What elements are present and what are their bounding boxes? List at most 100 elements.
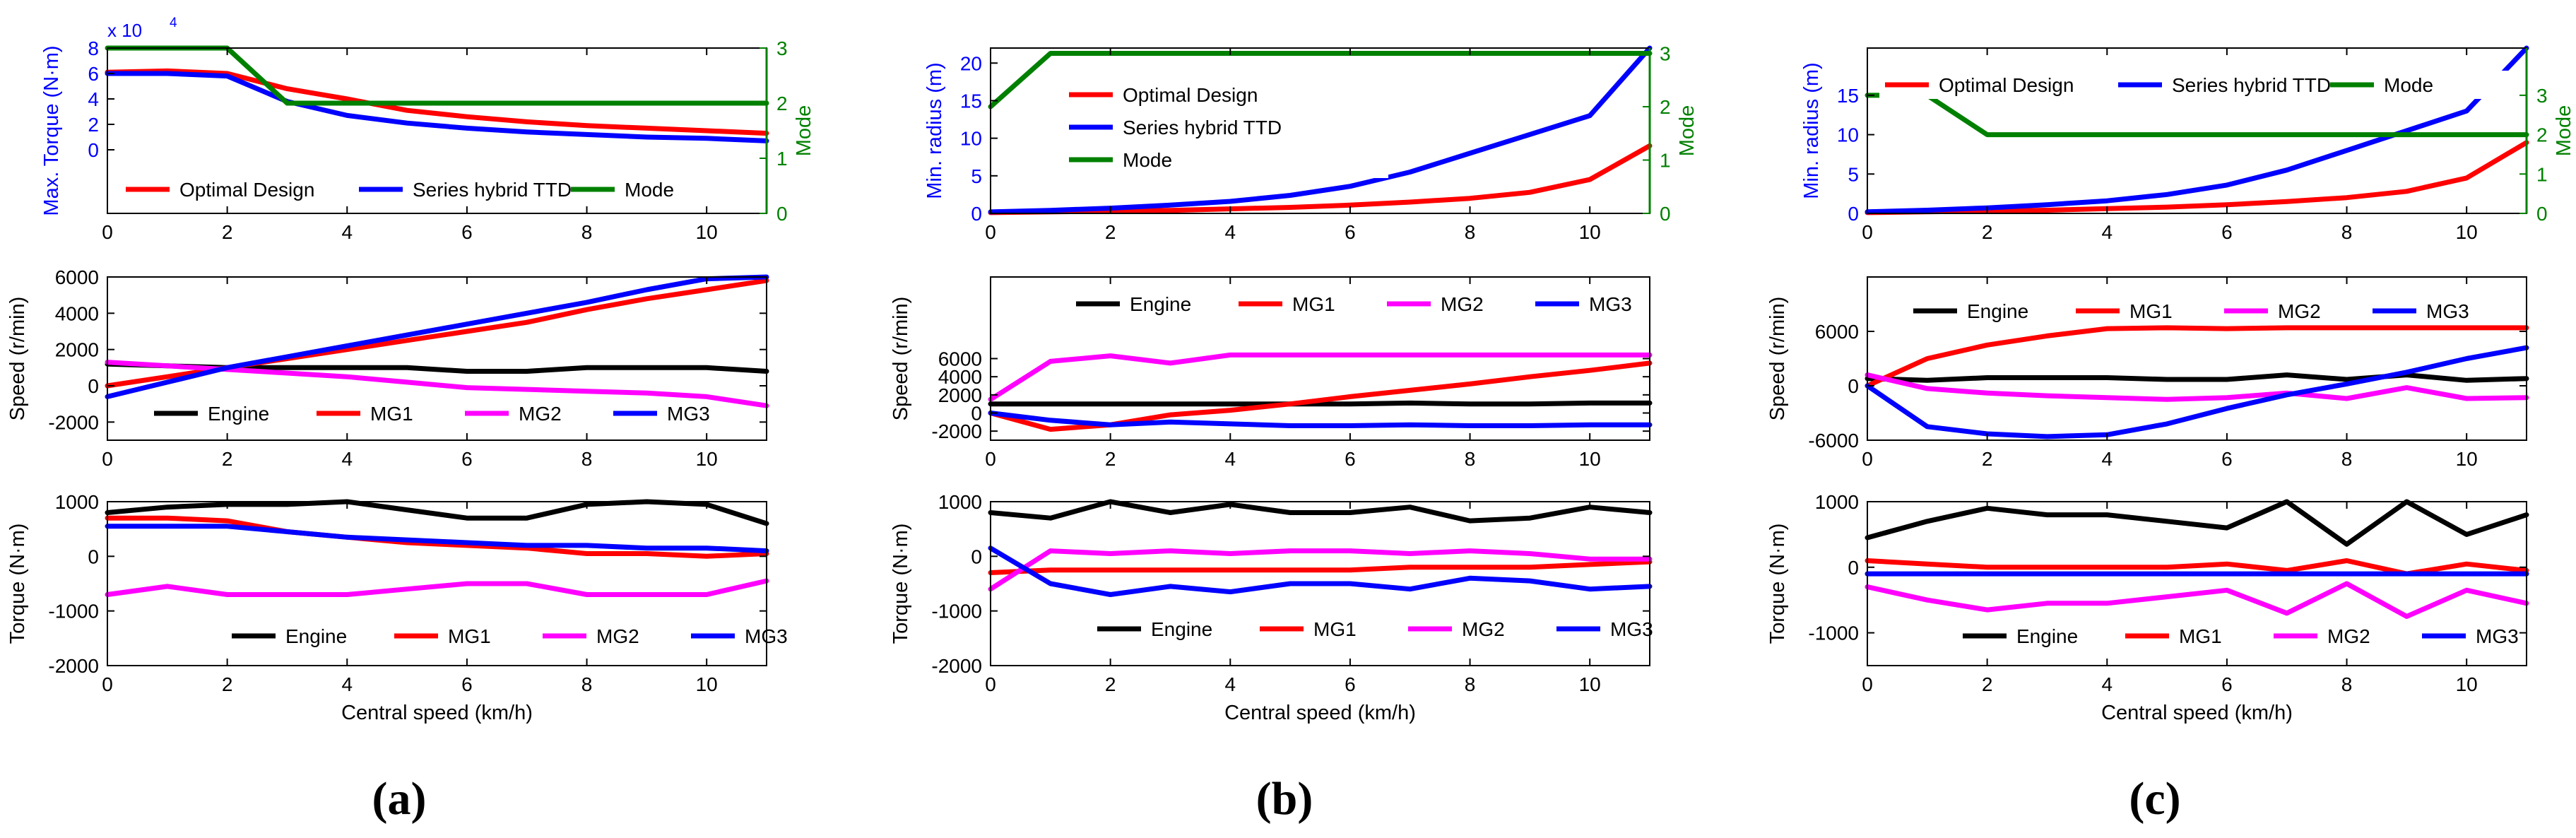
chart-a-bot-legend-entry: Engine <box>285 625 347 647</box>
chart-a-bot-series-mg2-line <box>105 578 769 597</box>
chart-b-bot-legend-entry: Engine <box>1151 618 1212 640</box>
chart-b-bot-x-tick-label: 8 <box>1465 673 1476 695</box>
chart-c-top-legend-box <box>1879 71 2515 99</box>
chart-b-bot-y-axis-label: Torque (N·m) <box>890 524 912 644</box>
chart-b-mid-legend-entry: MG1 <box>1292 293 1335 315</box>
chart-c-mid-x-tick-label: 2 <box>1982 448 1993 470</box>
chart-b-bot-axes-box <box>990 501 1650 666</box>
chart-a-top: 0 2 4 6 8 10 0 2 4 6 8 Max. Torque (N·m) x 10 4 0 1 2 3 Mo… <box>40 16 815 243</box>
chart-b-bot-x-tick-label: 2 <box>1105 673 1116 695</box>
chart-c-mid-x-tick-label: 0 <box>1862 448 1873 470</box>
chart-a-bot-legend-box <box>226 622 763 650</box>
chart-c-bot-legend-entry: MG2 <box>2327 625 2370 647</box>
chart-a-top-y-axis-label: Max. Torque (N·m) <box>40 45 63 216</box>
chart-c-bot-y-tick-label: 0 <box>1848 557 1859 579</box>
chart-a-bot-legend-entry: MG2 <box>596 625 639 647</box>
chart-c-bot-series-mg2-line <box>1865 581 2529 619</box>
chart-b-mid-x-tick-label: 10 <box>1579 448 1601 470</box>
chart-c-bot-x-tick-label: 10 <box>2456 673 2478 695</box>
chart-c-bot-legend: Engine MG1 MG2 MG3 <box>1957 622 2519 650</box>
chart-b-top-x-tick-label: 8 <box>1465 221 1476 243</box>
chart-a-top-legend-box <box>120 175 756 203</box>
chart-c-mid-series-mg2-line <box>1865 372 2529 402</box>
chart-a-top-y2-tick-label: 2 <box>776 93 788 114</box>
chart-c-mid-x-tick-label: 6 <box>2221 448 2233 470</box>
chart-a-mid-x-tick-label: 10 <box>696 448 718 470</box>
chart-c-mid-legend-entry: MG1 <box>2129 300 2173 322</box>
chart-b-top-legend-box <box>1063 79 1388 178</box>
chart-b-top-legend-entry: Optimal Design <box>1123 84 1258 106</box>
chart-a-bot-x-axis-label: Central speed (km/h) <box>341 702 533 724</box>
chart-c-top-x-tick-label: 6 <box>2221 221 2233 243</box>
chart-a-mid-legend: Engine MG1 MG2 MG3 <box>148 399 710 427</box>
chart-a-bot: 0 2 4 6 8 10 -2000 -1000 0 1000 Torque (N·m) Centra… <box>6 491 788 724</box>
chart-c-bot-axes-box <box>1867 501 2527 666</box>
chart-b-top-x-tick-label: 4 <box>1224 221 1236 243</box>
chart-c-top-y2-tick-label: 2 <box>2536 124 2548 146</box>
chart-a-top-x-tick-label: 10 <box>696 221 718 243</box>
chart-b-bot-x-tick-label: 0 <box>985 673 996 695</box>
chart-c-bot-legend-entry: MG1 <box>2179 625 2222 647</box>
chart-a-mid-y-tick-label: 6000 <box>55 266 99 288</box>
chart-c-top-x-tick-label: 0 <box>1862 221 1873 243</box>
chart-b-mid-legend-entry: Engine <box>1130 293 1191 315</box>
chart-b-bot-legend-box <box>1092 615 1629 643</box>
chart-b-top-legend-entry: Mode <box>1123 149 1172 171</box>
chart-b-top-y-tick-label: 20 <box>960 52 982 74</box>
chart-a-top-x-tick-label: 2 <box>222 221 233 243</box>
chart-a-bot-series-mg3-line <box>105 524 769 554</box>
chart-b-top-y2-tick-label: 1 <box>1660 150 1671 172</box>
chart-a-bot-y-tick-label: 1000 <box>55 491 99 513</box>
chart-c-top-y-tick-label: 0 <box>1848 203 1859 225</box>
chart-a-top-x-tick-label: 8 <box>581 221 593 243</box>
chart-c-mid-x-tick-label: 10 <box>2456 448 2478 470</box>
chart-c-mid-y-tick-label: -6000 <box>1808 430 1859 452</box>
chart-c-bot-y-axis-label: Torque (N·m) <box>1766 524 1789 644</box>
chart-c-top-y-tick-label: 5 <box>1848 163 1859 185</box>
chart-c-top-legend-entry: Series hybrid TTD <box>2172 74 2331 96</box>
chart-c-top-legend-entry: Optimal Design <box>1939 74 2074 96</box>
chart-b-mid-x-tick-label: 4 <box>1224 448 1236 470</box>
chart-a-top-x-tick-label: 0 <box>102 221 113 243</box>
chart-b-mid-y-tick-label: -2000 <box>931 420 982 442</box>
chart-c-bot-legend-entry: MG3 <box>2476 625 2519 647</box>
chart-a-bot-legend: Engine MG1 MG2 MG3 <box>226 622 788 650</box>
chart-c-top-y2-axis-label: Mode <box>2553 105 2575 157</box>
chart-c-bot-x-tick-label: 8 <box>2341 673 2353 695</box>
chart-b-top-y-tick-label: 10 <box>960 128 982 150</box>
chart-a-top-y-tick-label: 2 <box>88 114 99 136</box>
chart-a-top-y-tick-label: 8 <box>88 37 99 59</box>
chart-c-mid-legend-entry: MG2 <box>2278 300 2321 322</box>
chart-c-bot-y-tick-label: 1000 <box>1815 491 1859 513</box>
chart-a-mid-y-tick-label: 0 <box>88 375 99 397</box>
chart-a-top-y2-tick-label: 0 <box>776 203 788 225</box>
chart-b-bot-legend: Engine MG1 MG2 MG3 <box>1092 615 1653 643</box>
chart-b-top-x-tick-label: 6 <box>1345 221 1356 243</box>
chart-c-bot-x-tick-label: 6 <box>2221 673 2233 695</box>
chart-b-bot-y-tick-label: -2000 <box>931 655 982 677</box>
chart-b-top-series-optimal-design-line <box>988 143 1653 216</box>
chart-b-bot-series-engine-line <box>988 499 1653 524</box>
chart-a-top-x-tick-label: 4 <box>341 221 353 243</box>
chart-b-mid-x-tick-label: 2 <box>1105 448 1116 470</box>
chart-b-bot: 0 2 4 6 8 10 -2000 -1000 0 1000 Torque (N·m) Centra… <box>890 491 1653 724</box>
chart-a-top-y2-axis-label: Mode <box>793 105 815 157</box>
chart-b-bot-y-tick-label: 0 <box>971 545 982 567</box>
chart-c-top-y-tick-label: 15 <box>1837 85 1859 107</box>
chart-a-bot-y-tick-label: -1000 <box>48 601 99 622</box>
chart-b-mid-legend-entry: MG2 <box>1441 293 1484 315</box>
chart-c-top-series-mode-line <box>1865 93 2529 138</box>
chart-c-mid-y-tick-label: 6000 <box>1815 321 1859 343</box>
chart-b-bot-legend-entry: MG1 <box>1313 618 1357 640</box>
chart-b-bot-legend-entry: MG3 <box>1610 618 1653 640</box>
chart-c-top-x-tick-label: 10 <box>2456 221 2478 243</box>
chart-a-bot-series-mg1-line <box>105 515 769 559</box>
chart-a-bot-axes-box <box>107 501 767 666</box>
chart-b-mid-y-tick-label: 4000 <box>938 366 982 388</box>
chart-b-bot-y-tick-label: -1000 <box>931 601 982 622</box>
chart-b-mid-series-mg1-line <box>988 360 1653 432</box>
